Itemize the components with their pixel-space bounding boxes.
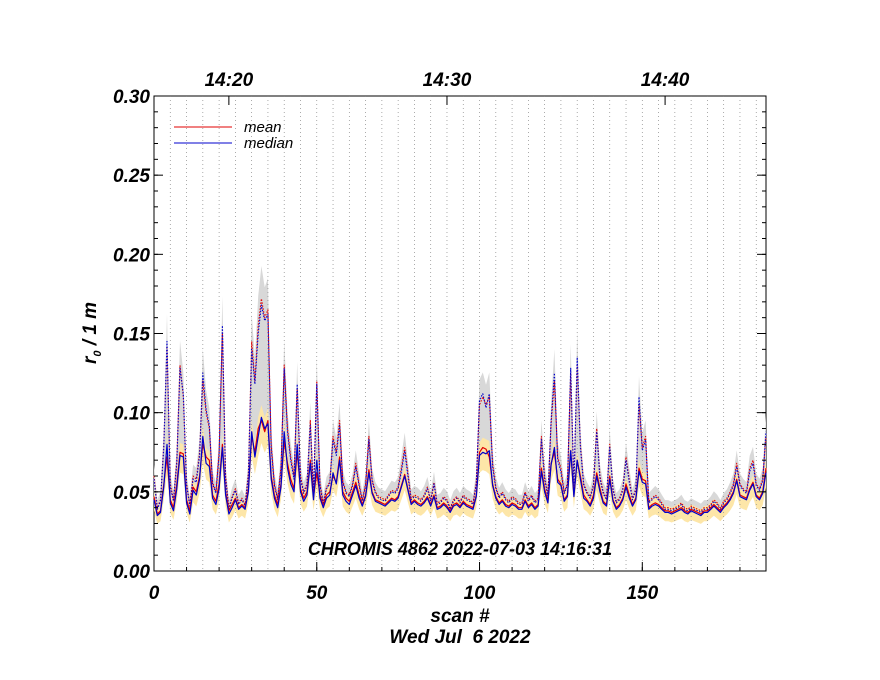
- series-line-mean-dotted: [153, 298, 767, 512]
- date-label: Wed Jul 6 2022: [389, 627, 531, 648]
- y-tick-label-4: 0.20: [113, 245, 150, 266]
- top-tick-label-0: 14:20: [205, 70, 254, 91]
- legend: mean median: [174, 119, 293, 152]
- y-tick-label-5: 0.25: [113, 166, 150, 187]
- axis-ticks: [153, 95, 766, 572]
- legend-median-label: median: [244, 135, 293, 152]
- band-layer: [154, 266, 766, 524]
- x-tick-label-2: 100: [464, 583, 496, 604]
- y-tick-label-3: 0.15: [113, 325, 150, 346]
- series-line-mean: [153, 420, 767, 515]
- y-tick-label-0: 0.00: [113, 562, 150, 583]
- top-tick-label-1: 14:30: [423, 70, 472, 91]
- top-tick-label-2: 14:40: [641, 70, 690, 91]
- x-axis-title: scan #: [430, 606, 490, 627]
- y-axis-title: r0 / 1 m: [80, 302, 104, 364]
- y-tick-label-2: 0.10: [113, 404, 150, 425]
- x-tick-label-0: 0: [149, 583, 160, 604]
- x-tick-label-1: 50: [306, 583, 328, 604]
- x-tick-label-3: 150: [626, 583, 658, 604]
- max-range-band: [154, 266, 766, 512]
- y-axis-title-unit: / 1 m: [80, 302, 101, 351]
- chart-annotation: CHROMIS 4862 2022-07-03 14:16:31: [308, 539, 612, 559]
- series-layer: [153, 298, 767, 517]
- y-tick-label-1: 0.05: [113, 483, 150, 504]
- series-line-median: [153, 416, 767, 517]
- series-line-median-dotted: [153, 304, 767, 513]
- y-tick-label-6: 0.30: [113, 87, 150, 108]
- y-axis-title-subscript: 0: [92, 350, 104, 357]
- legend-mean-label: mean: [244, 119, 282, 136]
- y-axis-title-r: r: [80, 355, 101, 364]
